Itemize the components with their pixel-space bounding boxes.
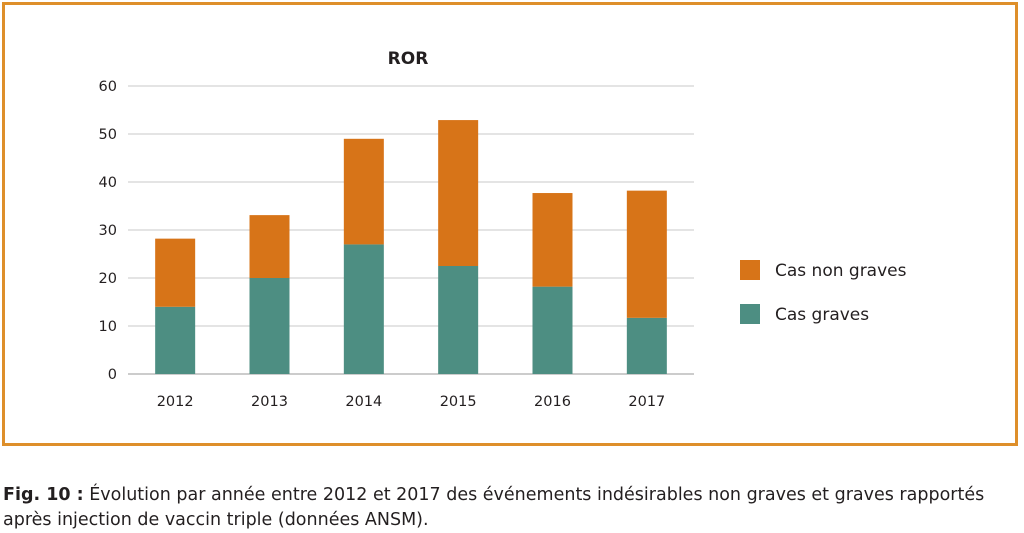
bar-2015-cas-graves — [438, 266, 479, 374]
caption-label: Fig. 10 : — [3, 485, 84, 505]
bar-2013-cas-graves — [249, 278, 290, 374]
figure-caption: Fig. 10 : Évolution par année entre 2012… — [3, 483, 1021, 533]
bar-2014-cas-graves — [343, 244, 384, 374]
y-tick-label-60: 60 — [99, 79, 117, 95]
legend-label-cas-non-graves: Cas non graves — [775, 261, 907, 281]
bar-2017-cas-graves — [626, 317, 667, 374]
bar-2012-cas-graves — [155, 306, 196, 374]
legend-label-cas-graves: Cas graves — [775, 305, 869, 325]
y-tick-label-0: 0 — [108, 367, 117, 383]
legend-swatch-cas-graves — [740, 304, 760, 324]
bar-2017-cas-non-graves — [626, 190, 667, 318]
y-tick-label-20: 20 — [99, 271, 117, 287]
chart-title: ROR — [388, 49, 429, 69]
bar-2015-cas-non-graves — [438, 120, 479, 266]
caption-text: Évolution par année entre 2012 et 2017 d… — [3, 485, 985, 530]
y-tick-label-40: 40 — [99, 175, 117, 191]
x-tick-label-2017: 2017 — [628, 394, 665, 410]
figure-frame — [2, 2, 1018, 446]
stacked-bar-chart: 0 10 20 30 40 50 60 ROR 2012 2013 2014 2015 2016 2017… — [99, 49, 907, 410]
x-tick-label-2012: 2012 — [157, 394, 194, 410]
bar-2013-cas-non-graves — [249, 215, 290, 278]
y-tick-label-30: 30 — [99, 223, 117, 239]
bar-2016-cas-graves — [532, 286, 573, 374]
bar-2014-cas-non-graves — [343, 138, 384, 245]
x-tick-label-2016: 2016 — [534, 394, 571, 410]
x-tick-label-2013: 2013 — [251, 394, 288, 410]
y-tick-label-50: 50 — [99, 127, 117, 143]
y-tick-label-10: 10 — [99, 319, 117, 335]
x-tick-label-2014: 2014 — [345, 394, 382, 410]
x-tick-label-2015: 2015 — [440, 394, 477, 410]
legend-swatch-cas-non-graves — [740, 260, 760, 280]
bar-2012-cas-non-graves — [155, 238, 196, 307]
bar-2016-cas-non-graves — [532, 193, 573, 287]
